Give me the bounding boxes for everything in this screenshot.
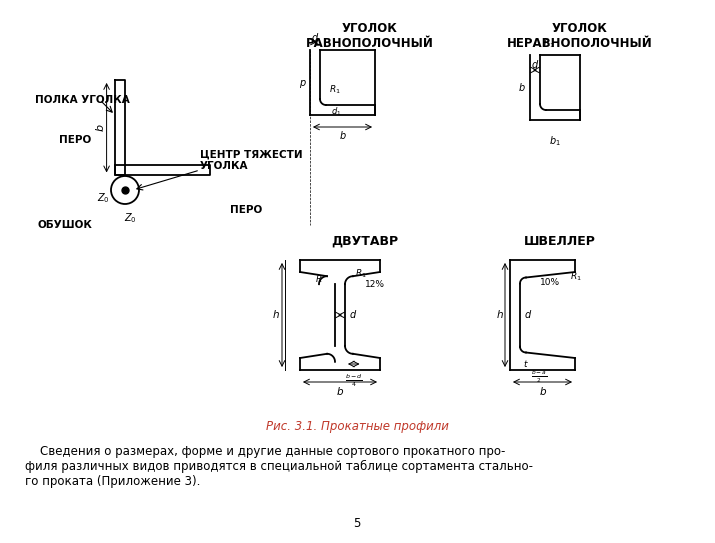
Text: b: b [539,387,546,397]
Text: УГОЛОК
НЕРАВНОПОЛОЧНЫЙ: УГОЛОК НЕРАВНОПОЛОЧНЫЙ [507,22,653,50]
Text: b: b [96,124,106,131]
Text: Сведения о размерах, форме и другие данные сортового прокатного про-
филя различ: Сведения о размерах, форме и другие данн… [25,445,533,488]
Text: ДВУТАВР: ДВУТАВР [332,235,398,248]
Text: $\frac{b-d}{4}$: $\frac{b-d}{4}$ [345,372,363,389]
Text: ПОЛКА УГОЛКА: ПОЛКА УГОЛКА [35,95,129,105]
Text: p: p [299,78,305,87]
Text: b: b [340,131,345,141]
Text: $R_1$: $R_1$ [329,84,341,96]
Text: t: t [523,359,526,369]
Text: $\frac{b-a}{2}$: $\frac{b-a}{2}$ [531,369,548,386]
Text: d: d [532,60,538,70]
Text: d: d [312,33,318,43]
Text: $R_1$: $R_1$ [543,37,555,50]
Text: ЦЕНТР ТЯЖЕСТИ
УГОЛКА: ЦЕНТР ТЯЖЕСТИ УГОЛКА [200,149,302,171]
Text: 12%: 12% [365,280,385,288]
Text: d: d [525,310,531,320]
Text: b: b [519,83,525,92]
Text: $R_1$: $R_1$ [570,271,582,283]
Text: R: R [316,275,322,283]
Text: d: d [350,310,356,320]
Text: $Z_0$: $Z_0$ [124,211,137,225]
Text: 5: 5 [353,517,360,530]
Text: h: h [272,310,280,320]
Text: $Z_0$: $Z_0$ [97,191,109,205]
Text: ПЕРО: ПЕРО [59,135,91,145]
Text: ШВЕЛЛЕР: ШВЕЛЛЕР [524,235,596,248]
Text: 10%: 10% [540,278,560,287]
Text: ОБУШОК: ОБУШОК [38,220,92,230]
Text: ПЕРО: ПЕРО [230,205,262,215]
Text: h: h [497,310,503,320]
Text: b: b [337,387,343,397]
Text: $d_1$: $d_1$ [331,106,342,118]
Text: УГОЛОК
РАВНОПОЛОЧНЫЙ: УГОЛОК РАВНОПОЛОЧНЫЙ [306,22,434,50]
Text: Рис. 3.1. Прокатные профили: Рис. 3.1. Прокатные профили [265,420,448,433]
Text: $b_1$: $b_1$ [549,134,561,148]
Text: $R_1$: $R_1$ [355,268,367,280]
